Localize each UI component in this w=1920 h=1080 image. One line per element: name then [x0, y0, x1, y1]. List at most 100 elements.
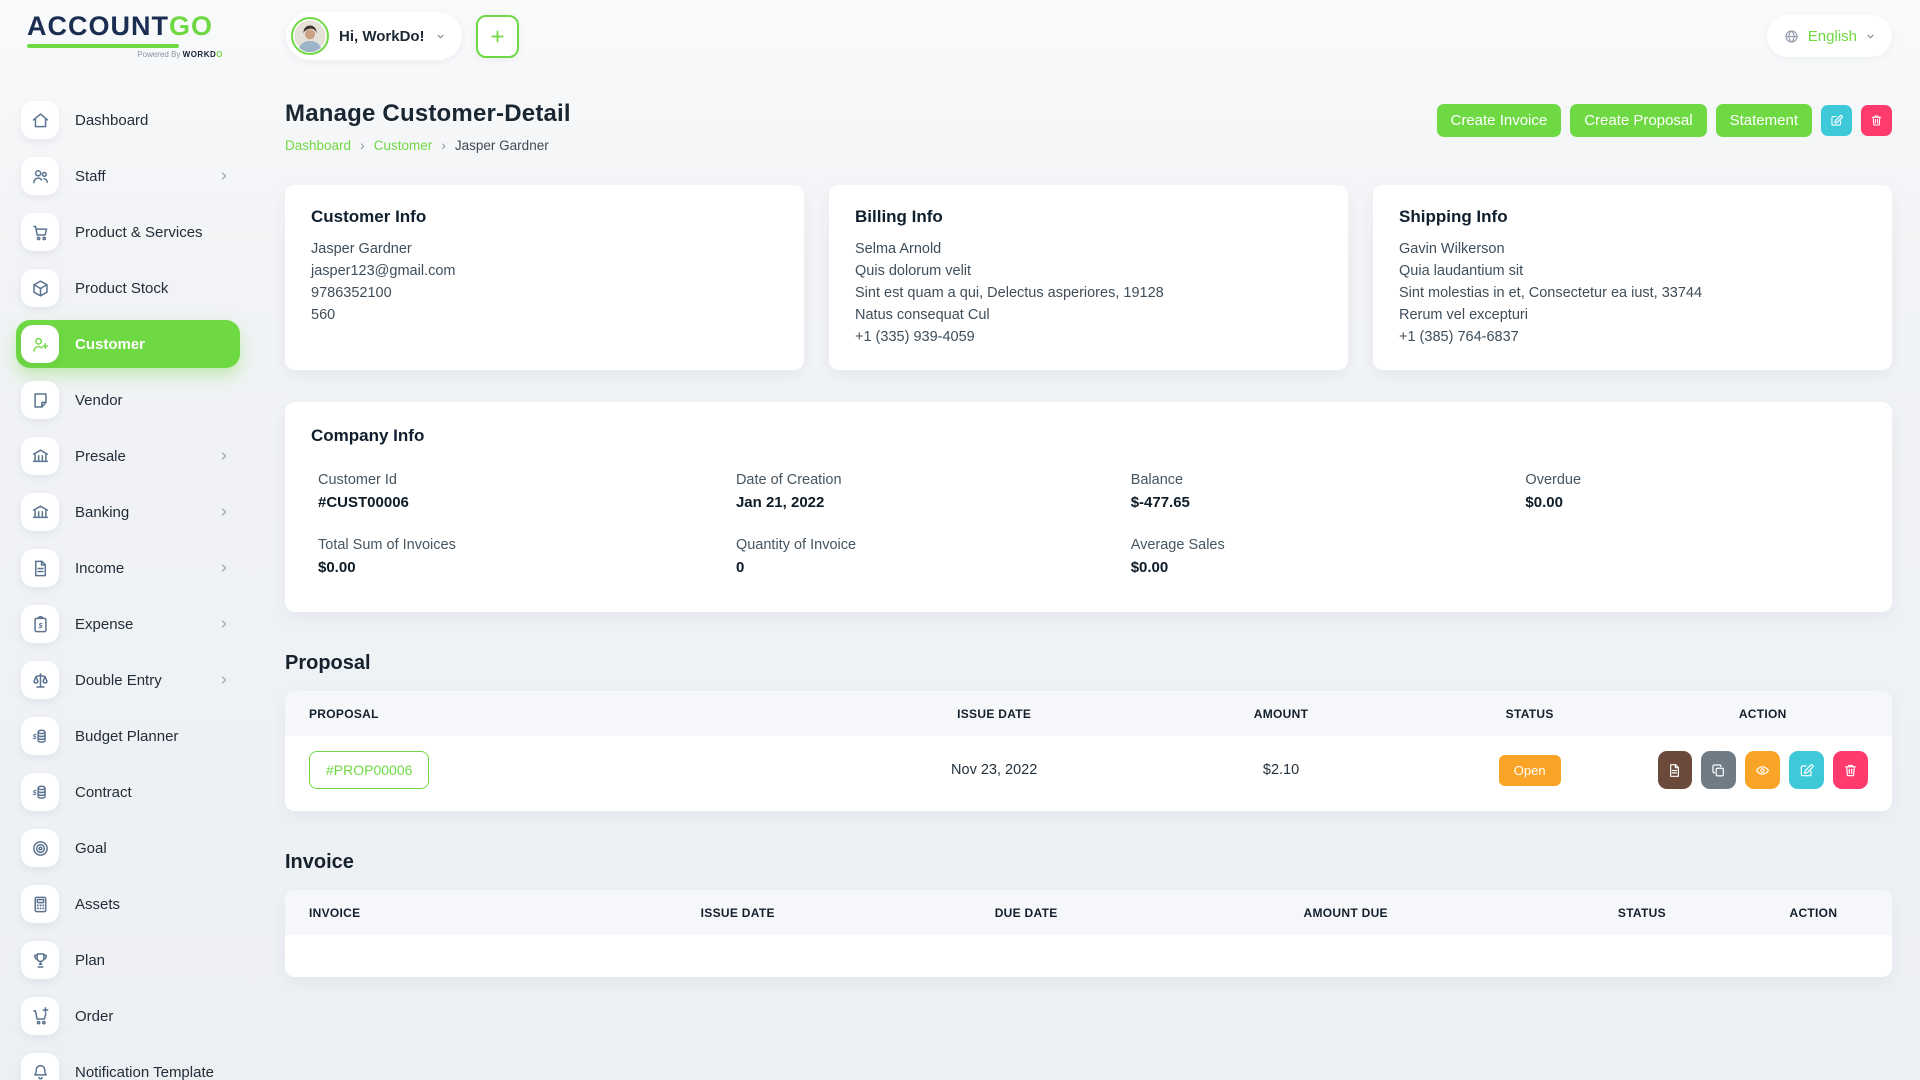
- app-logo[interactable]: ACCOUNTGO Powered By WORKDO: [27, 13, 260, 59]
- box-icon: [21, 269, 59, 307]
- sidebar-item-budget-planner[interactable]: $ Budget Planner: [16, 712, 240, 760]
- bank-icon: [21, 437, 59, 475]
- trash-icon: [1869, 113, 1884, 128]
- proposal-issue-date: Nov 23, 2022: [951, 762, 1038, 778]
- sidebar-item-presale[interactable]: Presale: [16, 432, 240, 480]
- field-overdue: Overdue $0.00: [1525, 472, 1582, 511]
- proposal-section-title: Proposal: [285, 652, 371, 674]
- sidebar-item-goal[interactable]: Goal: [16, 824, 240, 872]
- language-selector[interactable]: English: [1766, 15, 1892, 57]
- coins-icon: $: [21, 773, 59, 811]
- edit-customer-button[interactable]: [1821, 105, 1852, 136]
- cart-icon: [21, 213, 59, 251]
- sidebar-item-expense[interactable]: $ Expense: [16, 600, 240, 648]
- page-actions: Create Invoice Create Proposal Statement: [1436, 104, 1892, 137]
- globe-icon: [1783, 28, 1800, 45]
- breadcrumb-customer[interactable]: Customer: [373, 137, 433, 153]
- billing-address-1: Quis dolorum velit: [855, 263, 972, 279]
- sidebar-item-label: Income: [75, 559, 125, 577]
- sidebar-item-customer[interactable]: Customer: [16, 320, 240, 368]
- sidebar-item-label: Customer: [75, 335, 146, 353]
- users-icon: [21, 157, 59, 195]
- delete-customer-button[interactable]: [1861, 105, 1892, 136]
- sidebar-item-label: Presale: [75, 447, 126, 465]
- sidebar-item-label: Expense: [75, 615, 134, 633]
- trash-icon: [1842, 762, 1859, 779]
- avatar: [291, 17, 329, 55]
- eye-icon: [1754, 762, 1771, 779]
- billing-phone: +1 (335) 939-4059: [855, 329, 975, 345]
- field-quantity-of-invoice: Quantity of Invoice 0: [735, 537, 857, 576]
- plus-icon: [488, 27, 507, 46]
- scale-icon: [21, 661, 59, 699]
- sidebar-item-notification-template[interactable]: Notification Template: [16, 1048, 240, 1080]
- shipping-address-1: Quia laudantium sit: [1399, 263, 1524, 279]
- file-icon: [21, 549, 59, 587]
- customer-phone: 9786352100: [311, 285, 392, 301]
- card-title: Shipping Info: [1399, 207, 1508, 226]
- chevron-right-icon: [218, 450, 230, 462]
- customer-email: jasper123@gmail.com: [311, 263, 456, 279]
- logo-text: ACCOUNTGO: [27, 11, 214, 41]
- column-issue-date: ISSUE DATE: [700, 905, 775, 920]
- company-info-card: Company Info Customer Id #CUST00006 Date…: [285, 402, 1892, 612]
- svg-text:$: $: [31, 734, 36, 741]
- chevron-right-icon: [218, 618, 230, 630]
- sidebar: Dashboard Staff Product & Services Produ…: [0, 72, 260, 1080]
- note-icon: [21, 381, 59, 419]
- status-badge[interactable]: Open: [1498, 754, 1561, 786]
- sidebar-item-contract[interactable]: $ Contract: [16, 768, 240, 816]
- sidebar-item-label: Budget Planner: [75, 727, 179, 745]
- breadcrumb-dashboard[interactable]: Dashboard: [285, 137, 352, 153]
- sidebar-item-product-services[interactable]: Product & Services: [16, 208, 240, 256]
- chevron-right-icon: [218, 674, 230, 686]
- field-balance: Balance $-477.65: [1130, 472, 1190, 511]
- proposal-id-link[interactable]: #PROP00006: [309, 751, 430, 789]
- proposal-view-button[interactable]: [1745, 751, 1781, 789]
- customer-info-card: Customer Info Jasper Gardner jasper123@g…: [285, 185, 804, 370]
- edit-icon: [1829, 113, 1844, 128]
- proposal-actions: [1657, 751, 1868, 789]
- user-menu[interactable]: Hi, WorkDo!: [286, 12, 462, 60]
- quick-add-button[interactable]: [475, 14, 519, 58]
- proposal-document-button[interactable]: [1657, 751, 1693, 789]
- sidebar-item-banking[interactable]: Banking: [16, 488, 240, 536]
- proposal-delete-button[interactable]: [1833, 751, 1868, 789]
- svg-text:$: $: [31, 790, 36, 797]
- bell-icon: [21, 1053, 59, 1080]
- proposal-duplicate-button[interactable]: [1701, 751, 1737, 789]
- chevron-down-icon: [1865, 31, 1876, 42]
- sidebar-item-income[interactable]: Income: [16, 544, 240, 592]
- sidebar-item-vendor[interactable]: Vendor: [16, 376, 240, 424]
- chevron-right-icon: [218, 562, 230, 574]
- sidebar-item-label: Product Stock: [75, 279, 169, 297]
- invoice-section-title: Invoice: [285, 851, 354, 873]
- create-proposal-button[interactable]: Create Proposal: [1570, 104, 1707, 137]
- sidebar-item-label: Staff: [75, 167, 106, 185]
- edit-icon: [1798, 762, 1815, 779]
- breadcrumb: Dashboard › Customer › Jasper Gardner: [285, 137, 571, 153]
- column-due-date: DUE DATE: [994, 905, 1058, 920]
- proposal-row: #PROP00006 Nov 23, 2022 $2.10 Open: [285, 736, 1892, 811]
- sidebar-item-assets[interactable]: Assets: [16, 880, 240, 928]
- sidebar-item-product-stock[interactable]: Product Stock: [16, 264, 240, 312]
- proposal-table-header: PROPOSAL ISSUE DATE AMOUNT STATUS ACTION: [285, 691, 1892, 736]
- sidebar-item-order[interactable]: Order: [16, 992, 240, 1040]
- invoice-empty-body: [285, 935, 1892, 977]
- proposal-edit-button[interactable]: [1789, 751, 1825, 789]
- sidebar-item-staff[interactable]: Staff: [16, 152, 240, 200]
- breadcrumb-separator: ›: [360, 137, 365, 153]
- sidebar-item-plan[interactable]: Plan: [16, 936, 240, 984]
- sidebar-item-dashboard[interactable]: Dashboard: [16, 96, 240, 144]
- file-icon: [1666, 762, 1683, 779]
- calculator-icon: [21, 885, 59, 923]
- statement-button[interactable]: Statement: [1715, 104, 1812, 137]
- billing-address-3: Natus consequat Cul: [855, 307, 990, 323]
- language-label: English: [1807, 27, 1857, 45]
- sidebar-item-label: Assets: [75, 895, 121, 913]
- create-invoice-button[interactable]: Create Invoice: [1436, 104, 1562, 137]
- logo-powered-by: Powered By WORKDO: [137, 50, 223, 59]
- sidebar-item-double-entry[interactable]: Double Entry: [16, 656, 240, 704]
- shipping-phone: +1 (385) 764-6837: [1399, 329, 1519, 345]
- breadcrumb-separator: ›: [441, 137, 446, 153]
